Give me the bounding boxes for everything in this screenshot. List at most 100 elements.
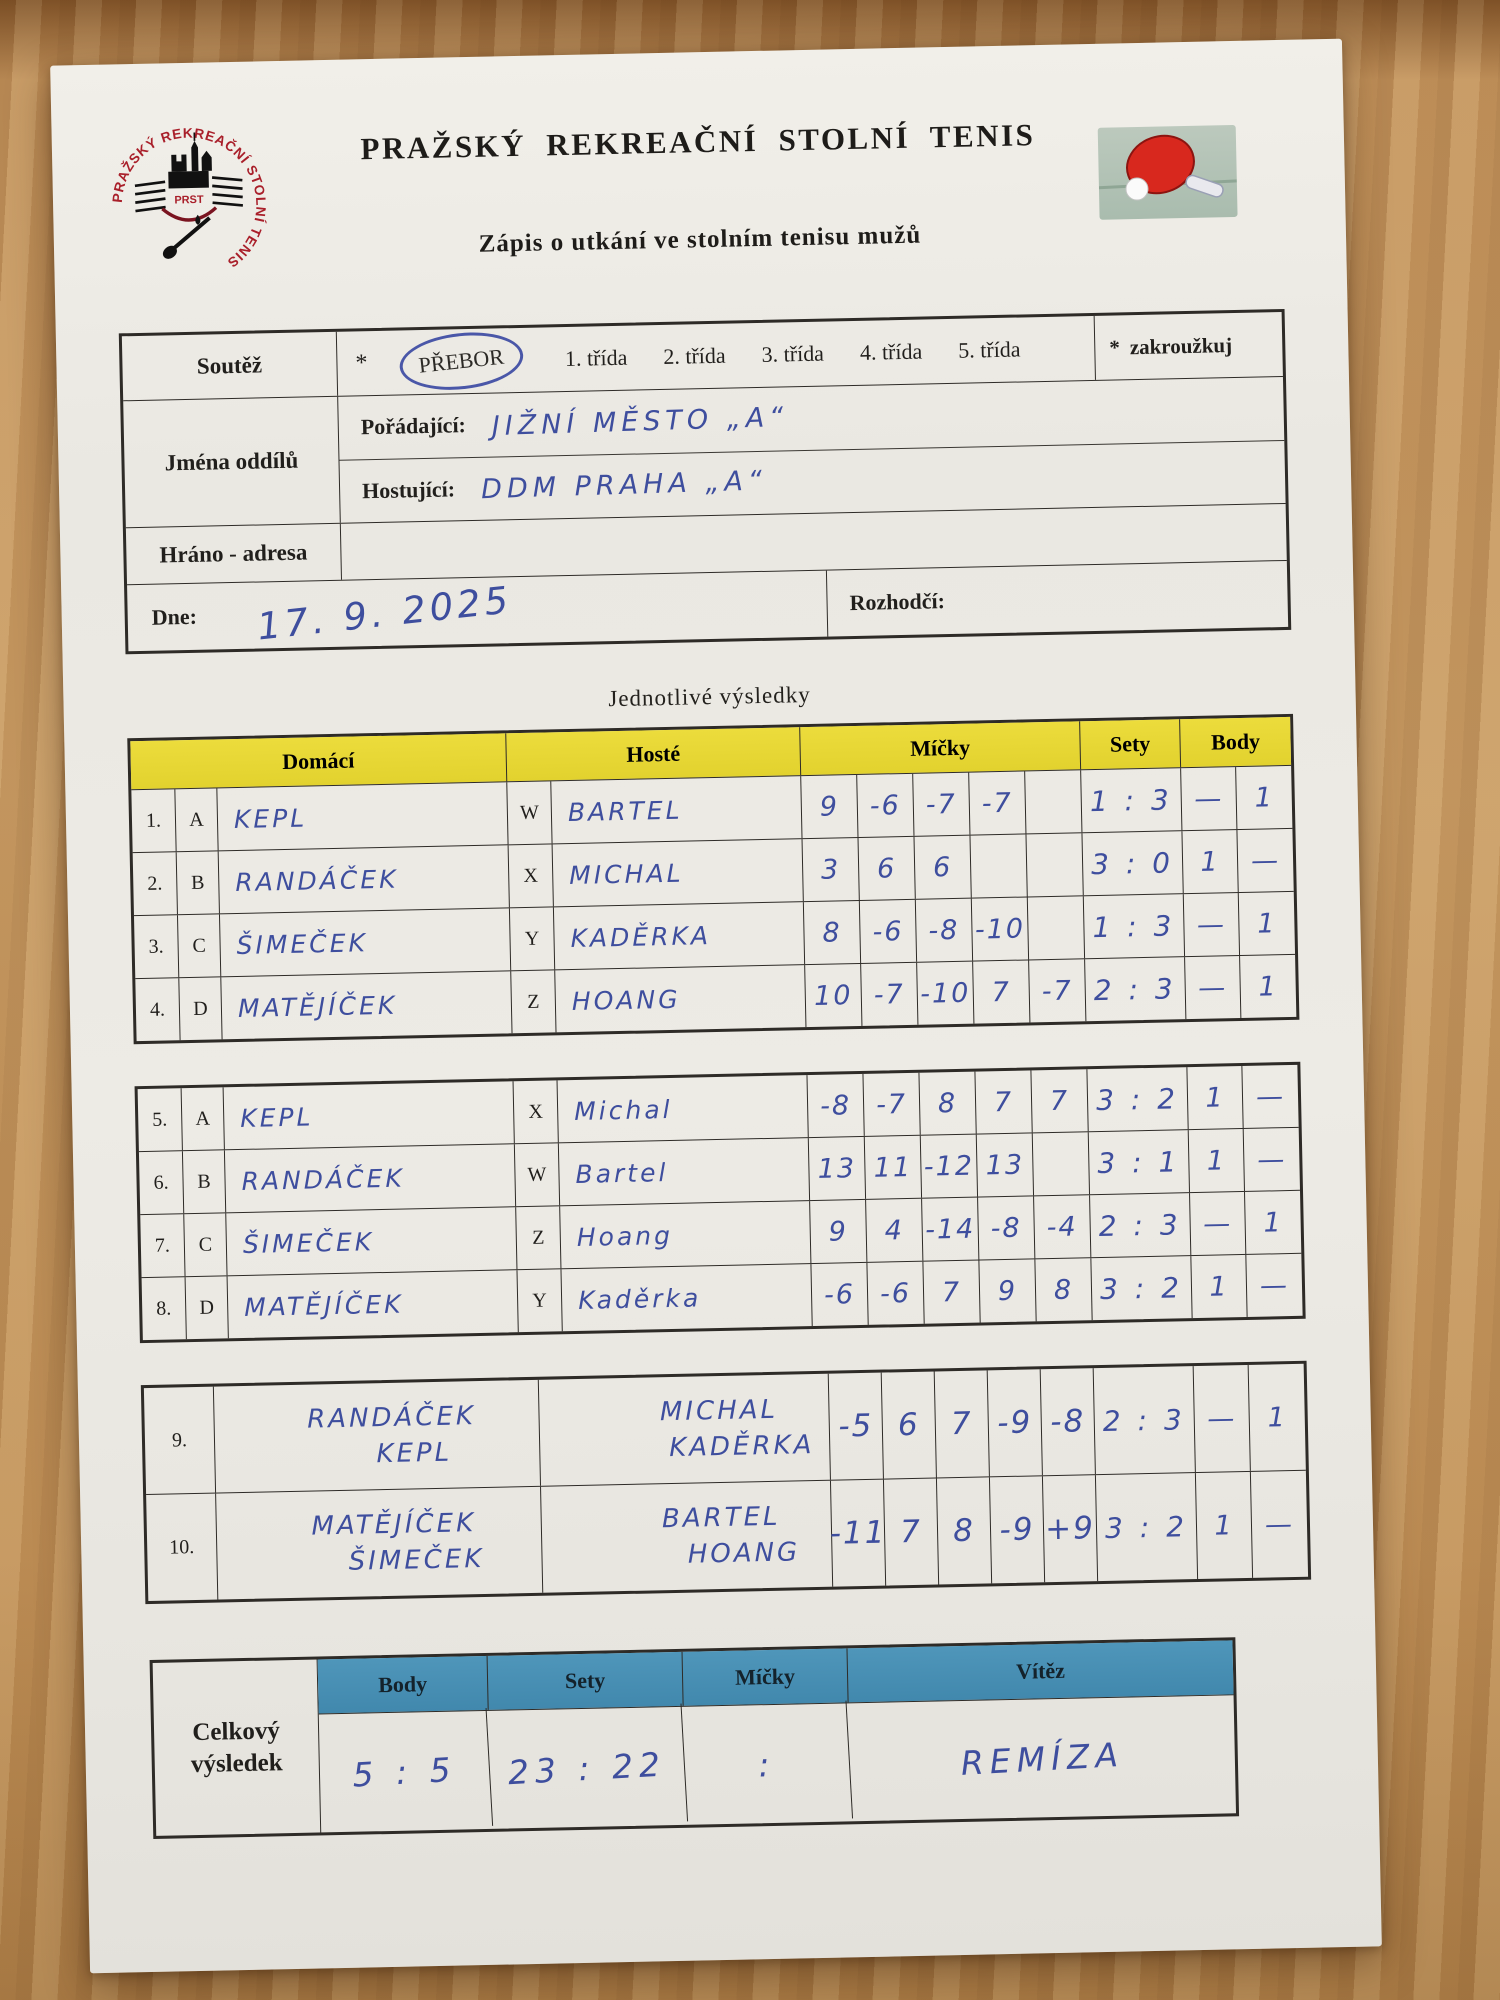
host-team-value: JIŽNÍ MĚSTO „A“ [491, 401, 789, 442]
ball-score: -11 [829, 1479, 887, 1587]
date-label: Dne: [151, 603, 198, 630]
guest-key: W [507, 781, 553, 845]
set-score: 2 : 3 [1085, 957, 1187, 1022]
guest-point: 1 [1258, 970, 1279, 1003]
home-point: 1 [1191, 1254, 1248, 1319]
home-player: RANDÁČEK [224, 1144, 517, 1213]
team-names-label: Jména oddílů [123, 396, 341, 528]
team-names-row: Jména oddílů Pořádající: JIŽNÍ MĚSTO „A“… [123, 375, 1286, 528]
guest-player: MICHAL [552, 839, 804, 907]
home-key: A [181, 1087, 225, 1151]
ball-score: -6 [857, 773, 915, 837]
option-trida-4: 4. třída [859, 338, 923, 365]
match-number: 7. [140, 1214, 186, 1278]
guest-point: 1 [1254, 781, 1275, 814]
ball-score [970, 834, 1028, 898]
host-team-label: Pořádající: [360, 412, 467, 440]
doubles-table: 9. RANDÁČEK KEPL MICHAL KADĚRKA -5 6 7 -… [140, 1360, 1312, 1605]
guest-player: HOANG [555, 965, 807, 1033]
ball-score: -4 [1034, 1195, 1092, 1259]
ball-score: -8 [1040, 1368, 1096, 1476]
total-result-label: Celkový výsledek [152, 1659, 322, 1836]
ball-score: -5 [828, 1372, 884, 1480]
ball-score [1027, 896, 1086, 960]
guest-key: W [514, 1143, 561, 1207]
ball-score: 8 [919, 1071, 977, 1135]
match-info-form: Soutěž * PŘEBOR 1. třída 2. třída 3. tří… [118, 308, 1292, 655]
ball-score: 9 [979, 1259, 1037, 1323]
home-pair: MATĚJÍČEK ŠIMEČEK [216, 1486, 544, 1600]
ball-score: -7 [861, 962, 919, 1026]
home-point: 1 [1195, 1471, 1254, 1580]
ball-score: 10 [805, 963, 863, 1028]
paddle-photo-icon [1097, 124, 1238, 220]
total-result-values: 5 : 5 23 : 22 : REMÍZA [316, 1694, 1237, 1836]
set-score: 2 : 3 [1093, 1366, 1196, 1475]
ball-score: -10 [917, 961, 975, 1025]
instruction-asterisk: * [1109, 334, 1121, 360]
home-point: — [1190, 1191, 1247, 1256]
ball-score: 13 [808, 1136, 867, 1201]
home-point: — [1193, 1364, 1251, 1473]
guest-pair: MICHAL KADĚRKA [538, 1373, 831, 1486]
referee-label: Rozhodčí: [849, 588, 946, 616]
ball-score: 6 [881, 1371, 937, 1479]
guest-point: 1 [1267, 1401, 1288, 1434]
ball-score: +9 [1042, 1475, 1099, 1583]
header-sety: Sety [1080, 719, 1182, 770]
set-score: 3 : 1 [1088, 1130, 1191, 1195]
set-score: 2 : 3 [1090, 1193, 1192, 1258]
ball-score: 6 [914, 835, 972, 899]
date-value: 17. 9. 2025 [255, 577, 515, 649]
home-player: ŠIMEČEK [348, 1543, 485, 1577]
match-number: 9. [143, 1386, 217, 1495]
svg-text:PRST: PRST [174, 194, 204, 207]
guest-team-label: Hostující: [361, 476, 456, 504]
club-logo-icon: PRAŽSKÝ REKREAČNÍ STOLNÍ TENIS PRST [103, 119, 274, 290]
guest-player: KADĚRKA [553, 902, 806, 970]
ball-score: 8 [803, 900, 862, 965]
total-sety-value: 23 : 22 [486, 1703, 689, 1833]
guest-player: Hoang [560, 1201, 812, 1269]
match-number: 8. [141, 1277, 187, 1341]
match-number: 5. [137, 1088, 183, 1152]
guest-point: 1 [1263, 1206, 1284, 1239]
ball-score: -7 [1029, 959, 1087, 1023]
total-body-value: 5 : 5 [316, 1708, 494, 1836]
match-number: 3. [133, 915, 180, 979]
guest-player: Bartel [558, 1138, 811, 1206]
home-player: KEPL [217, 782, 509, 851]
guest-key: Y [509, 907, 556, 971]
guest-player: BARTEL [661, 1501, 781, 1535]
ball-score: -10 [971, 897, 1030, 961]
guest-player: Michal [557, 1075, 809, 1143]
home-player: KEPL [223, 1081, 515, 1150]
home-point: 1 [1188, 1128, 1245, 1193]
guest-key: X [508, 844, 554, 908]
team-name-fields: Pořádající: JIŽNÍ MĚSTO „A“ Hostující: D… [338, 376, 1285, 523]
ball-score [1032, 1132, 1091, 1196]
set-score: 1 : 3 [1083, 894, 1186, 959]
ball-score: -7 [863, 1072, 921, 1136]
match-number: 2. [132, 852, 178, 916]
set-score: 1 : 3 [1081, 768, 1183, 833]
ball-score: 9 [810, 1199, 868, 1264]
set-score: 3 : 2 [1087, 1067, 1189, 1132]
home-pair: RANDÁČEK KEPL [213, 1379, 542, 1493]
set-score: 3 : 0 [1082, 831, 1184, 896]
match-number: 10. [146, 1493, 219, 1602]
summary-header-micky: Míčky [682, 1648, 849, 1706]
guest-team-value: DDM PRAHA „A“ [480, 465, 768, 506]
home-point: 1 [1182, 830, 1239, 894]
asterisk-mark: * [355, 349, 368, 376]
home-key: A [175, 788, 219, 852]
sheet-header: PRAŽSKÝ REKREAČNÍ STOLNÍ TENIS PRST [50, 39, 1346, 291]
instruction-text: zakroužkuj [1129, 332, 1233, 359]
home-key: C [184, 1213, 228, 1277]
ball-score: 13 [976, 1133, 1035, 1197]
guest-point: — [1250, 844, 1281, 877]
match-number: 6. [138, 1151, 185, 1215]
guest-key: Y [517, 1269, 563, 1333]
home-key: D [185, 1276, 229, 1340]
match-record-sheet: PRAŽSKÝ REKREAČNÍ STOLNÍ TENIS PRST [50, 38, 1382, 1974]
